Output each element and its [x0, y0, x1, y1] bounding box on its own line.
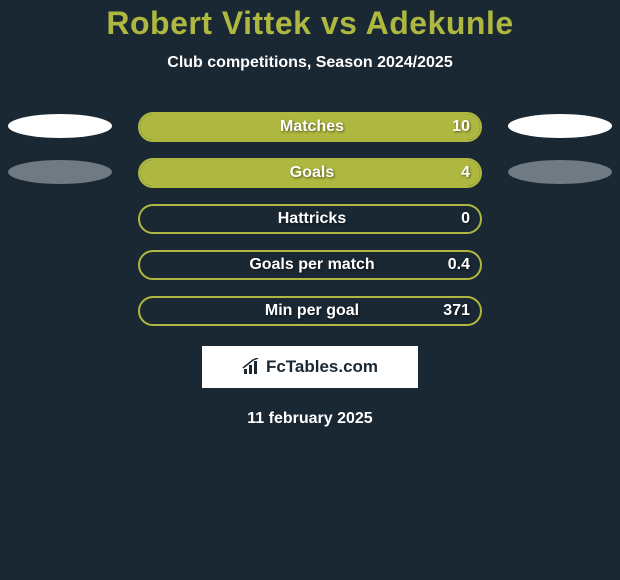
- stat-row: Matches10: [0, 112, 620, 142]
- stat-value: 371: [443, 302, 470, 320]
- stat-value: 0: [461, 210, 470, 228]
- subtitle: Club competitions, Season 2024/2025: [0, 54, 620, 72]
- stat-label: Hattricks: [140, 210, 482, 228]
- stat-row: Goals4: [0, 158, 620, 188]
- stat-bar-fill: [140, 114, 480, 140]
- stat-bar: Hattricks0: [138, 204, 482, 234]
- brand-badge: FcTables.com: [202, 346, 418, 388]
- stat-value: 0.4: [448, 256, 470, 274]
- player2-marker: [508, 114, 612, 138]
- player2-marker: [508, 160, 612, 184]
- page-title: Robert Vittek vs Adekunle: [0, 5, 620, 42]
- stat-bar-fill: [140, 160, 480, 186]
- stat-label: Goals per match: [140, 256, 482, 274]
- brand-text: FcTables.com: [266, 357, 378, 377]
- player1-marker: [8, 160, 112, 184]
- infographic-root: Robert Vittek vs Adekunle Club competiti…: [0, 0, 620, 428]
- stat-row: Goals per match0.4: [0, 250, 620, 280]
- stat-row: Hattricks0: [0, 204, 620, 234]
- bar-chart-icon: [242, 358, 262, 376]
- brand-badge-inner: FcTables.com: [204, 348, 416, 386]
- stat-bar: Goals per match0.4: [138, 250, 482, 280]
- stats-list: Matches10 Goals4 Hattricks0 Goals per match…: [0, 112, 620, 326]
- player1-marker: [8, 114, 112, 138]
- stat-bar: Min per goal371: [138, 296, 482, 326]
- stat-row: Min per goal371: [0, 296, 620, 326]
- stat-label: Min per goal: [140, 302, 482, 320]
- stat-bar: Goals4: [138, 158, 482, 188]
- stat-bar: Matches10: [138, 112, 482, 142]
- date-text: 11 february 2025: [0, 410, 620, 428]
